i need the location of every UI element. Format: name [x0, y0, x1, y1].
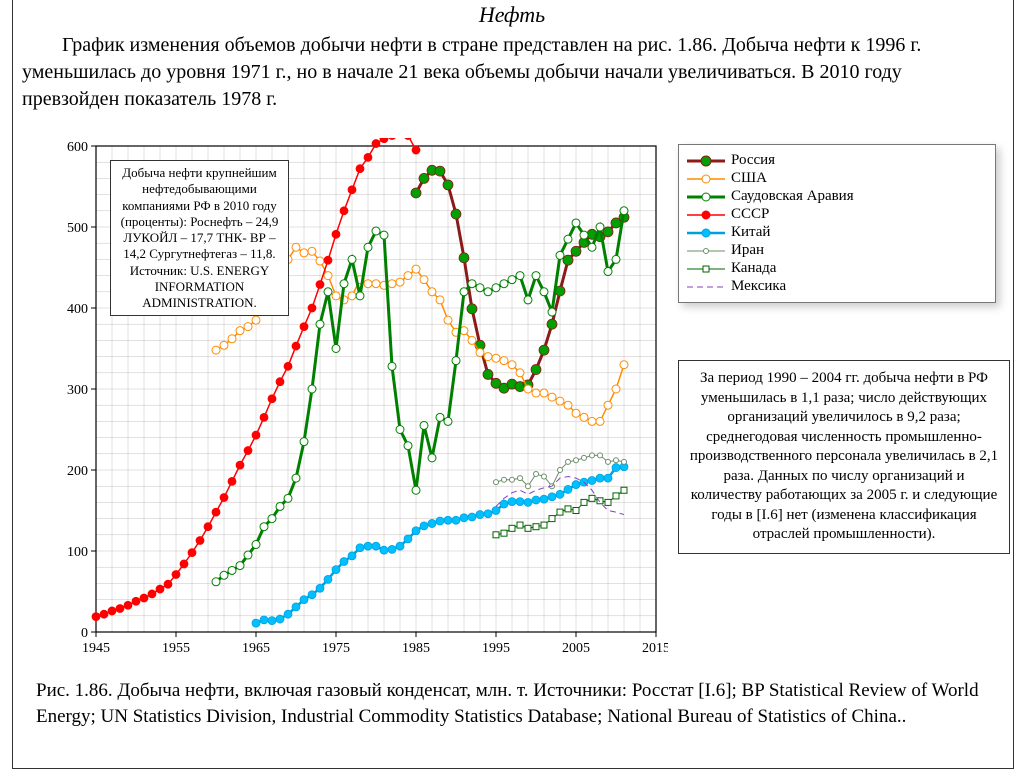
svg-text:200: 200 — [67, 464, 88, 479]
legend-item: Иран — [687, 242, 987, 259]
legend-label: Россия — [731, 152, 775, 169]
legend-label: Мексика — [731, 278, 786, 295]
legend-item: Россия — [687, 152, 987, 169]
svg-text:1965: 1965 — [242, 641, 270, 656]
info-box-period: За период 1990 – 2004 гг. добыча нефти в… — [678, 360, 1010, 554]
svg-text:400: 400 — [67, 302, 88, 317]
legend-swatch — [687, 226, 725, 240]
svg-text:1995: 1995 — [482, 641, 510, 656]
legend-label: США — [731, 170, 767, 187]
svg-text:1985: 1985 — [402, 641, 430, 656]
legend-swatch — [687, 190, 725, 204]
info-box-companies: Добыча нефти крупнейшим нефтедобывающими… — [110, 160, 289, 316]
svg-text:1955: 1955 — [162, 641, 190, 656]
legend-swatch — [687, 208, 725, 222]
svg-text:2005: 2005 — [562, 641, 590, 656]
figure-caption: Рис. 1.86. Добыча нефти, включая газовый… — [36, 678, 996, 729]
svg-text:100: 100 — [67, 545, 88, 560]
legend-label: СССР — [731, 206, 769, 223]
legend-swatch — [687, 154, 725, 168]
legend-item: СССР — [687, 206, 987, 223]
legend-swatch — [687, 244, 725, 258]
legend-item: США — [687, 170, 987, 187]
legend-item: Саудовская Аравия — [687, 188, 987, 205]
legend-swatch — [687, 280, 725, 294]
svg-text:2015: 2015 — [642, 641, 668, 656]
legend-label: Саудовская Аравия — [731, 188, 854, 205]
svg-text:0: 0 — [81, 626, 88, 641]
legend-label: Китай — [731, 224, 770, 241]
legend-item: Китай — [687, 224, 987, 241]
svg-text:300: 300 — [67, 383, 88, 398]
legend-label: Канада — [731, 260, 776, 277]
legend: РоссияСШАСаудовская АравияСССРКитайИранК… — [678, 144, 996, 303]
chart-container: 0 100 200 300 400 500 600 1945 1955 1965 1975 1985 1… — [28, 138, 998, 658]
legend-swatch — [687, 262, 725, 276]
legend-item: Мексика — [687, 278, 987, 295]
svg-text:600: 600 — [67, 140, 88, 155]
svg-text:500: 500 — [67, 221, 88, 236]
legend-label: Иран — [731, 242, 764, 259]
legend-item: Канада — [687, 260, 987, 277]
svg-text:1975: 1975 — [322, 641, 350, 656]
legend-swatch — [687, 172, 725, 186]
svg-text:1945: 1945 — [82, 641, 110, 656]
